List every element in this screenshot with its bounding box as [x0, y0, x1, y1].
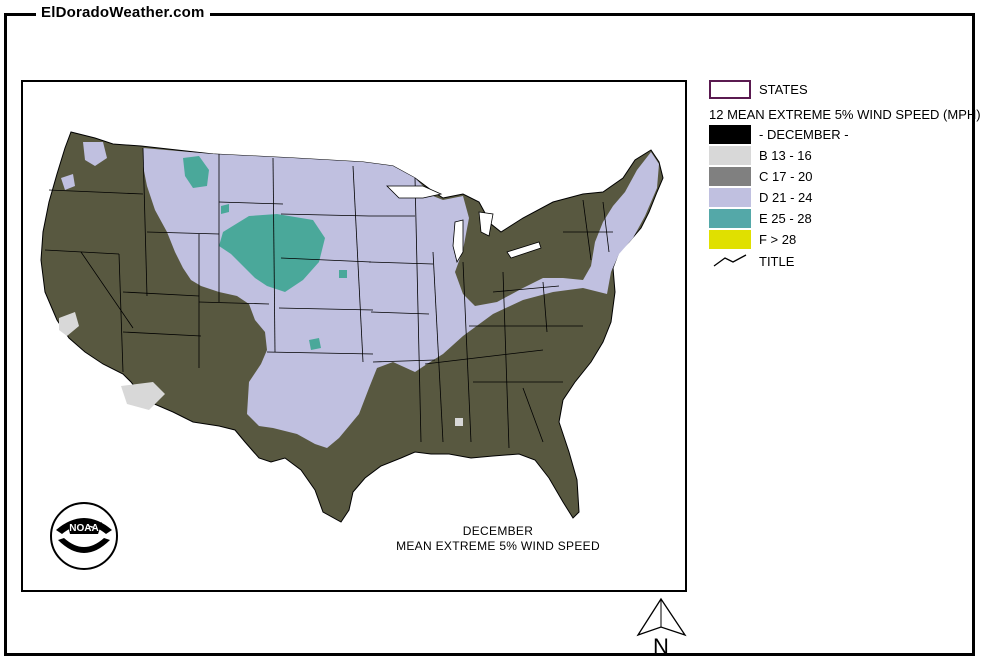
north-arrow-icon: N: [636, 597, 687, 657]
map-caption-month: DECEMBER: [462, 524, 534, 538]
map-panel: NOAA DECEMBER MEAN EXTREME 5% WIND SPEED: [21, 80, 687, 592]
lake-superior: [386, 185, 443, 199]
legend-class-row: E 25 - 28: [709, 209, 981, 229]
region-b-arizona: [121, 382, 165, 410]
legend-swatch: [709, 146, 751, 165]
lake-erie: [506, 241, 542, 259]
states-outline-swatch: [709, 80, 751, 99]
region-e-dot-1: [309, 338, 321, 350]
legend-class-row: D 21 - 24: [709, 188, 981, 208]
north-label: N: [653, 634, 669, 657]
legend-class-label: - DECEMBER -: [759, 127, 849, 142]
legend-swatch: [709, 230, 751, 249]
title-line-icon: [713, 254, 747, 267]
region-e-dot-3: [339, 270, 347, 278]
lake-huron: [478, 211, 494, 237]
site-title: ElDoradoWeather.com: [36, 4, 210, 21]
legend-title-row: TITLE: [709, 252, 981, 272]
legend-class-label: E 25 - 28: [759, 211, 812, 226]
legend-title-label: TITLE: [759, 254, 795, 269]
legend-class-row: B 13 - 16: [709, 146, 981, 166]
noaa-logo: NOAA: [50, 502, 118, 570]
legend-states-row: STATES: [709, 80, 981, 100]
region-e-wyoming: [219, 214, 325, 292]
legend-class-row: F > 28: [709, 230, 981, 250]
legend-class-label: F > 28: [759, 232, 797, 247]
legend-swatch: [709, 209, 751, 228]
region-b-california: [59, 312, 79, 336]
lake-michigan: [452, 219, 464, 264]
map-legend: STATES 12 MEAN EXTREME 5% WIND SPEED (MP…: [709, 80, 981, 280]
outer-frame: [4, 13, 975, 656]
legend-class-label: C 17 - 20: [759, 169, 813, 184]
legend-swatch: [709, 167, 751, 186]
region-d-northwest: [83, 142, 107, 166]
wind-speed-map: [40, 131, 664, 523]
legend-swatch: [709, 125, 751, 144]
region-e-montana: [183, 156, 209, 188]
legend-class-label: B 13 - 16: [759, 148, 812, 163]
state-boundaries: [44, 147, 613, 449]
legend-layer-title-row: 12 MEAN EXTREME 5% WIND SPEED (MPH): [709, 106, 981, 126]
region-d-west-coast: [61, 174, 75, 190]
legend-swatch: [709, 188, 751, 207]
legend-class-label: D 21 - 24: [759, 190, 813, 205]
legend-class-row: - DECEMBER -: [709, 125, 981, 145]
map-caption-title: MEAN EXTREME 5% WIND SPEED: [396, 539, 600, 553]
legend-layer-title: 12 MEAN EXTREME 5% WIND SPEED (MPH): [709, 107, 981, 122]
region-b-florida: [455, 418, 463, 426]
legend-states-label: STATES: [759, 82, 808, 97]
map-caption: DECEMBER MEAN EXTREME 5% WIND SPEED: [363, 524, 633, 554]
legend-class-row: C 17 - 20: [709, 167, 981, 187]
noaa-logo-text: NOAA: [69, 523, 98, 534]
region-e-dot-2: [221, 204, 229, 214]
